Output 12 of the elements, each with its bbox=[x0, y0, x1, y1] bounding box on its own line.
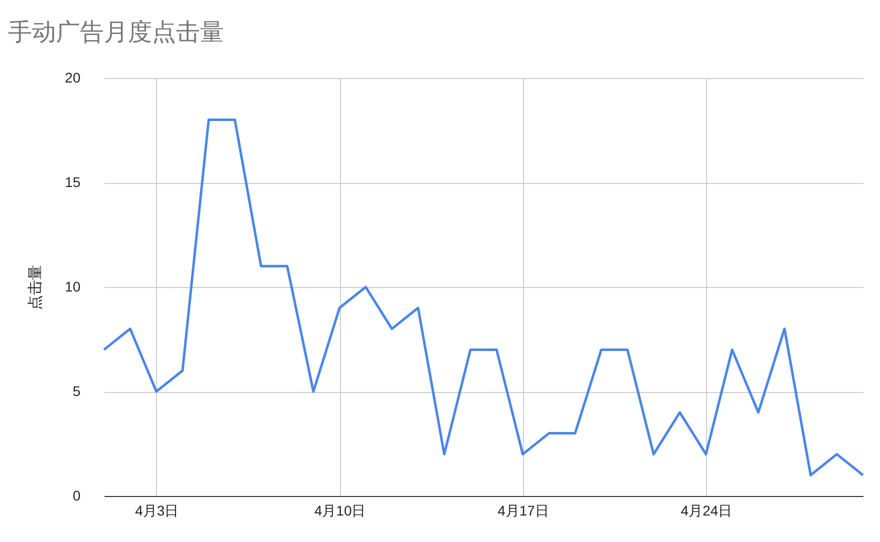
x-tick-label: 4月24日 bbox=[680, 502, 732, 518]
y-tick-label: 20 bbox=[64, 70, 81, 86]
x-tick-label: 4月17日 bbox=[498, 502, 549, 518]
y-tick-label: 15 bbox=[64, 174, 81, 190]
line-series bbox=[102, 118, 864, 476]
y-tick-label: 5 bbox=[72, 383, 81, 399]
x-tick-label: 4月10日 bbox=[314, 502, 366, 518]
y-axis-title: 点击量 bbox=[26, 265, 44, 310]
x-tick-label: 4月3日 bbox=[135, 502, 179, 518]
y-tick-label: 0 bbox=[72, 488, 81, 504]
y-tick-label: 10 bbox=[64, 278, 81, 294]
chart-title: 手动广告月度点击量 bbox=[8, 19, 224, 46]
